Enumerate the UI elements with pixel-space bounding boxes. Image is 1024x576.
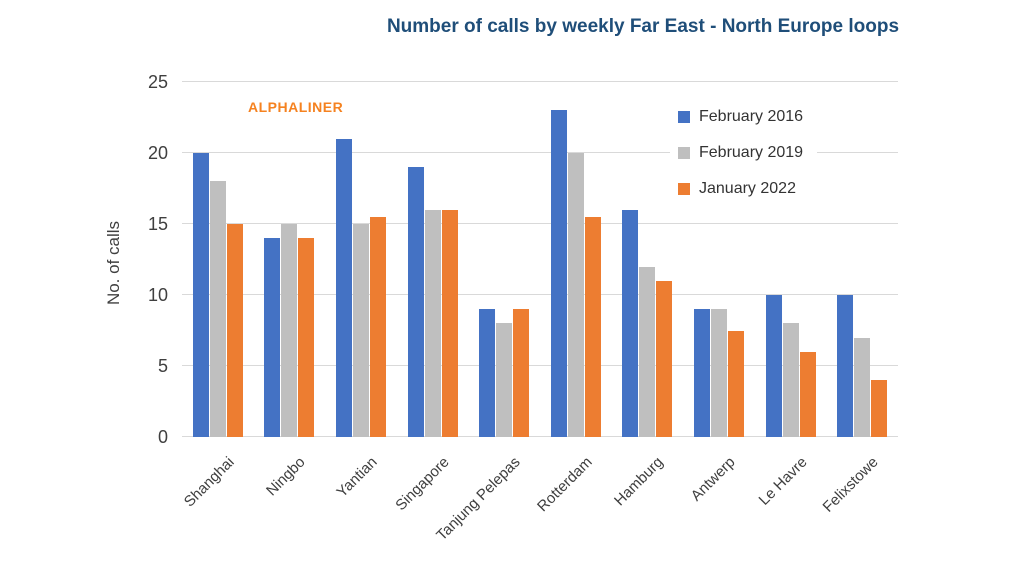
- bar-group-rotterdam: [540, 82, 612, 437]
- bar-ningbo-january-2022: [298, 238, 315, 437]
- bar-antwerp-february-2019: [710, 309, 727, 437]
- legend-swatch-icon: [678, 147, 690, 159]
- bar-hamburg-january-2022: [656, 280, 673, 437]
- y-tick-15: 15: [147, 213, 168, 234]
- bar-group-ningbo: [254, 82, 326, 437]
- bar-hamburg-february-2016: [622, 209, 639, 437]
- gridline-y-15: [182, 223, 898, 224]
- bar-singapore-january-2022: [441, 209, 458, 437]
- bar-rotterdam-february-2016: [550, 110, 567, 437]
- bar-tanjung-pelepas-february-2019: [496, 323, 513, 437]
- gridline-y-20: [182, 152, 898, 153]
- bar-group-felixstowe: [826, 82, 898, 437]
- legend: February 2016 February 2019 January 2022: [670, 104, 818, 202]
- bar-le-havre-february-2019: [782, 323, 799, 437]
- bar-le-havre-february-2016: [765, 295, 782, 437]
- bar-group-antwerp: [683, 82, 755, 437]
- bar-rotterdam-february-2019: [567, 153, 584, 437]
- y-tick-20: 20: [147, 142, 168, 163]
- legend-swatch-icon: [678, 111, 690, 123]
- y-tick-25: 25: [147, 71, 168, 92]
- legend-swatch-icon: [678, 183, 690, 195]
- legend-label: February 2019: [699, 144, 804, 161]
- bar-ningbo-february-2016: [264, 238, 281, 437]
- bar-group-hamburg: [612, 82, 684, 437]
- bar-yantian-february-2016: [335, 138, 352, 437]
- y-tick-10: 10: [147, 284, 168, 305]
- gridline-y-0: [182, 436, 898, 437]
- bar-group-shanghai: [182, 82, 254, 437]
- y-tick-0: 0: [157, 426, 168, 447]
- bar-rotterdam-january-2022: [584, 216, 601, 437]
- bar-shanghai-january-2022: [226, 224, 243, 437]
- y-tick-5: 5: [157, 355, 168, 376]
- bar-ningbo-february-2019: [281, 224, 298, 437]
- legend-item-january-2022: January 2022: [678, 178, 803, 200]
- gridline-y-10: [182, 294, 898, 295]
- bar-felixstowe-february-2019: [854, 337, 871, 437]
- gridline-y-25: [182, 81, 898, 82]
- gridline-y-5: [182, 365, 898, 366]
- legend-item-february-2019: February 2019: [678, 142, 803, 164]
- bar-felixstowe-february-2016: [837, 295, 854, 437]
- bar-le-havre-january-2022: [799, 351, 816, 437]
- bar-singapore-february-2016: [407, 167, 424, 437]
- bar-hamburg-february-2019: [639, 266, 656, 437]
- legend-label: February 2016: [699, 108, 804, 125]
- bar-group-le-havre: [755, 82, 827, 437]
- plot-area: [182, 81, 898, 437]
- bar-group-tanjung-pelepas: [468, 82, 540, 437]
- bar-group-singapore: [397, 82, 469, 437]
- bar-antwerp-february-2016: [693, 309, 710, 437]
- bar-antwerp-january-2022: [727, 330, 744, 437]
- chart-title: Number of calls by weekly Far East - Nor…: [386, 16, 900, 37]
- bar-group-yantian: [325, 82, 397, 437]
- bar-tanjung-pelepas-january-2022: [513, 309, 530, 437]
- bar-singapore-february-2019: [424, 209, 441, 437]
- legend-label: January 2022: [699, 180, 796, 197]
- alphaliner-watermark: ALPHALINER: [248, 99, 344, 115]
- bar-tanjung-pelepas-february-2016: [479, 309, 496, 437]
- legend-item-february-2016: February 2016: [678, 106, 803, 128]
- bar-felixstowe-january-2022: [871, 380, 888, 437]
- bar-yantian-january-2022: [369, 216, 386, 437]
- bar-shanghai-february-2019: [209, 181, 226, 437]
- bar-shanghai-february-2016: [192, 153, 209, 437]
- bar-yantian-february-2019: [352, 224, 369, 437]
